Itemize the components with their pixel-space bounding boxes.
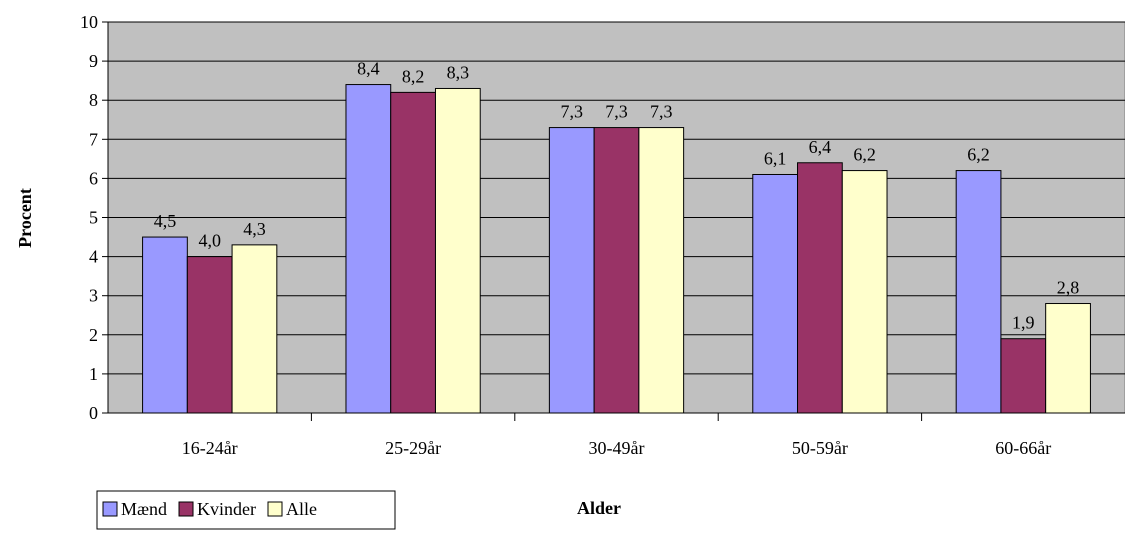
x-tick-label: 50-59år (792, 438, 848, 458)
plot-area: 0 1 2 3 4 5 6 7 8 9 10 4,5 4,0 4,3 16-24år 8,4 8,2 8,3 25-… (80, 12, 1125, 458)
bar-kvinder-2 (390, 91, 436, 414)
y-tick-label: 2 (89, 325, 98, 345)
y-tick-label: 1 (89, 364, 98, 384)
legend-box (96, 490, 396, 530)
legend-label: Mænd (121, 499, 167, 519)
bar-alle-4 (841, 170, 888, 414)
data-label: 8,3 (447, 62, 470, 82)
data-label: 7,3 (650, 102, 673, 122)
bar-mænd-5 (955, 170, 1002, 414)
data-label: 8,4 (357, 59, 380, 79)
x-tick-label: 30-49år (589, 438, 645, 458)
x-tick-label: 60-66år (995, 438, 1051, 458)
y-tick-label: 10 (80, 12, 98, 32)
data-label: 7,3 (561, 102, 584, 122)
legend: Mænd Kvinder Alle (96, 490, 396, 530)
bar-alle-3 (638, 127, 685, 414)
data-label: 1,9 (1012, 313, 1035, 333)
y-tick-label: 0 (89, 403, 98, 423)
y-tick-label: 8 (89, 90, 98, 110)
legend-swatch-alle (267, 501, 283, 517)
y-tick-label: 5 (89, 208, 98, 228)
y-tick-label: 3 (89, 286, 98, 306)
legend-swatch-kvinder (178, 501, 194, 517)
bar-mænd-1 (142, 236, 188, 414)
data-label: 6,2 (853, 145, 876, 165)
y-tick-label: 7 (89, 129, 98, 149)
legend-label: Alle (286, 499, 317, 519)
bar-alle-1 (231, 244, 278, 414)
x-axis-title: Alder (577, 498, 621, 518)
x-tick-label: 25-29år (385, 438, 441, 458)
legend-swatch-mænd (102, 501, 118, 517)
data-label: 6,4 (809, 137, 832, 157)
data-label: 8,2 (402, 66, 425, 86)
bar-mænd-2 (345, 84, 392, 414)
legend-label: Kvinder (197, 499, 256, 519)
bar-kvinder-3 (593, 127, 640, 414)
y-tick-label: 4 (89, 247, 98, 267)
y-tick-label: 6 (89, 168, 98, 188)
bar-mænd-4 (752, 173, 799, 414)
data-label: 6,2 (967, 145, 990, 165)
bar-kvinder-1 (186, 256, 233, 414)
bar-alle-5 (1045, 303, 1091, 414)
bar-kvinder-4 (797, 162, 843, 414)
data-label: 2,8 (1057, 278, 1080, 298)
y-tick-label: 9 (89, 51, 98, 71)
bar-kvinder-5 (1000, 338, 1047, 414)
bar-alle-2 (434, 87, 481, 414)
data-label: 4,0 (198, 231, 221, 251)
y-axis-title: Procent (15, 188, 35, 248)
data-label: 7,3 (605, 102, 628, 122)
x-tick-label: 16-24år (182, 438, 238, 458)
data-label: 6,1 (764, 148, 787, 168)
bar-mænd-3 (548, 127, 595, 414)
data-label: 4,3 (243, 219, 266, 239)
data-label: 4,5 (154, 211, 177, 231)
